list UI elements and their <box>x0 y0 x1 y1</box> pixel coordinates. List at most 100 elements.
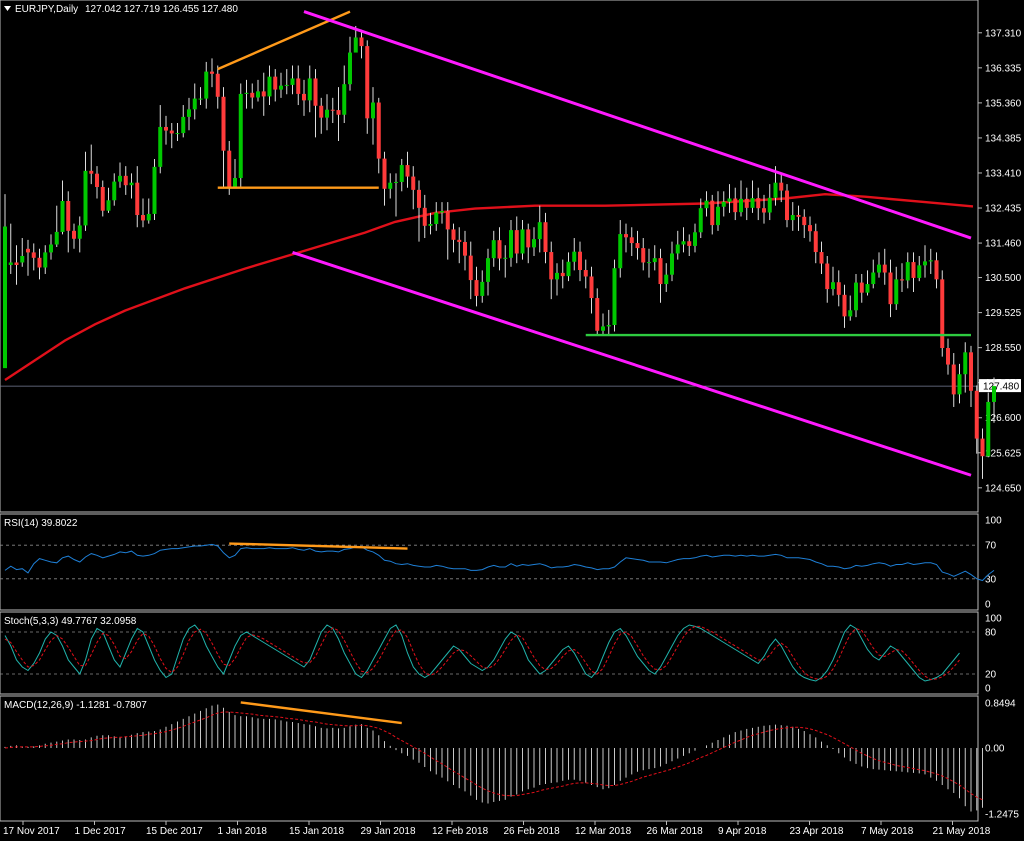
candle-body <box>911 262 916 278</box>
candle-body <box>388 182 393 189</box>
candle-body <box>376 102 381 159</box>
candle-body <box>14 262 19 265</box>
candle-body <box>302 93 306 101</box>
stoch-panel: 100 80 20 0 <box>0 614 1002 695</box>
candle-body <box>894 279 899 305</box>
candle-body <box>670 253 674 275</box>
candle-body <box>606 325 611 327</box>
candle-body <box>221 96 226 151</box>
candle-body <box>888 272 893 305</box>
date-tick-label: 15 Jan 2018 <box>289 826 344 837</box>
candle-body <box>330 109 335 111</box>
candle-body <box>537 222 542 240</box>
candle-body <box>877 264 881 273</box>
candle-body <box>100 186 105 211</box>
candle-body <box>83 170 88 226</box>
date-tick-label: 23 Apr 2018 <box>790 826 844 837</box>
candle-body <box>141 215 145 221</box>
candle-body <box>808 225 812 232</box>
candle-body <box>946 348 950 365</box>
candle-body <box>578 251 582 271</box>
candle-body <box>261 91 266 97</box>
macd-panel: 0.8494 0.00 -1.2475 <box>4 699 1019 821</box>
candle-body <box>382 158 387 189</box>
candle-body <box>348 52 352 85</box>
candle-body <box>693 232 697 246</box>
candle-body <box>618 234 623 269</box>
candle-body <box>583 270 588 277</box>
candle-body <box>394 181 398 183</box>
candle-body <box>290 78 295 85</box>
candle-body <box>969 352 973 391</box>
candle-body <box>520 229 525 254</box>
candle-body <box>957 374 962 395</box>
indicator-tick-label: 100 <box>985 614 1002 625</box>
candle-body <box>629 237 634 244</box>
candle-body <box>371 102 375 119</box>
candle-body <box>917 265 922 278</box>
candle-body <box>319 105 324 118</box>
candle-body <box>336 110 341 115</box>
price-tick-label: 137.310 <box>985 28 1022 39</box>
candle-body <box>89 170 94 174</box>
candle-body <box>986 401 991 457</box>
candle-body <box>675 244 680 254</box>
candle-body <box>279 85 283 90</box>
ma-line <box>4 192 974 382</box>
candle-body <box>739 198 743 213</box>
rsi-panel: 100 70 30 0 <box>0 516 1002 611</box>
candle-body <box>434 212 439 225</box>
candle-body <box>836 282 841 295</box>
candle-body <box>560 272 565 277</box>
candle-body <box>238 93 243 179</box>
ohlc-readout: 127.042 127.719 126.455 127.480 <box>85 4 238 15</box>
date-tick-label: 12 Feb 2018 <box>432 826 489 837</box>
candle-body <box>756 198 761 209</box>
candle-body <box>417 189 421 208</box>
candles <box>3 25 996 479</box>
candle-body <box>8 262 13 265</box>
candle-body <box>687 241 692 246</box>
candle-body <box>624 234 628 238</box>
candle-body <box>871 272 876 285</box>
macd-tick-label: -1.2475 <box>985 810 1019 821</box>
macd-divergence-line <box>240 701 402 725</box>
date-tick-label: 15 Dec 2017 <box>146 826 203 837</box>
indicator-tick-label: 100 <box>985 516 1002 527</box>
candle-body <box>721 201 726 207</box>
current-price-label: 127.480 <box>983 382 1020 393</box>
candle-body <box>480 281 485 296</box>
candle-body <box>123 175 128 186</box>
candle-body <box>284 84 289 86</box>
candle-body <box>463 241 467 256</box>
date-tick-label: 21 May 2018 <box>933 826 991 837</box>
price-tick-label: 131.460 <box>985 239 1022 250</box>
stoch-label: Stoch(5,3,3) 49.7767 32.0958 <box>4 616 137 627</box>
candle-body <box>37 257 42 268</box>
candle-body <box>359 37 364 47</box>
macd-tick-label: 0.00 <box>985 743 1005 754</box>
date-tick-label: 17 Nov 2017 <box>3 826 60 837</box>
candle-body <box>658 258 663 285</box>
candle-body <box>882 264 887 273</box>
candle-body <box>342 84 347 115</box>
date-tick-label: 1 Jan 2018 <box>218 826 268 837</box>
candle-body <box>704 200 709 209</box>
price-tick-label: 134.385 <box>985 133 1022 144</box>
dropdown-triangle-icon[interactable] <box>4 6 11 11</box>
candle-body <box>169 130 174 134</box>
candle-body <box>497 240 502 259</box>
macd-label: MACD(12,26,9) -1.1281 -0.7807 <box>4 700 147 711</box>
candle-body <box>256 91 260 98</box>
price-tick-label: 129.525 <box>985 308 1022 319</box>
candle-body <box>572 251 577 262</box>
indicator-tick-label: 30 <box>985 574 997 585</box>
candle-body <box>215 73 220 97</box>
candle-body <box>859 282 864 293</box>
rsi-divergence-line <box>229 542 408 550</box>
candle-body <box>273 76 278 90</box>
candle-body <box>796 215 801 217</box>
candle-body <box>813 231 818 253</box>
candle-body <box>819 252 824 264</box>
